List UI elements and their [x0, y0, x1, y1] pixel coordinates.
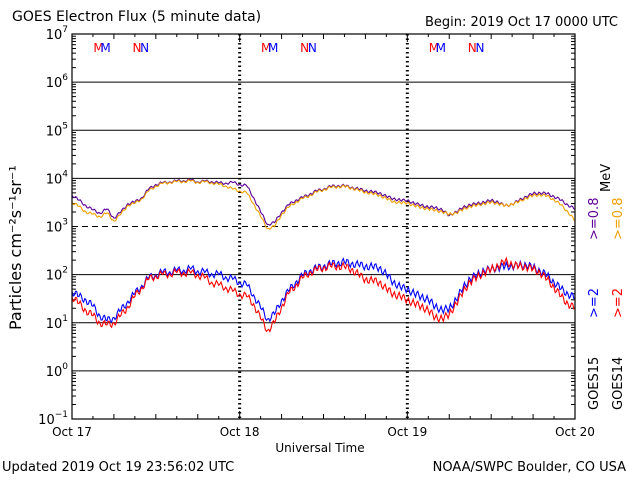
- series-layer: [71, 178, 576, 333]
- begin-time: Begin: 2019 Oct 17 0000 UTC: [424, 15, 618, 30]
- y-tick-label: 103: [46, 218, 68, 236]
- y-tick-label: 106: [46, 73, 69, 91]
- marker-n: N: [140, 41, 149, 55]
- legend-goes15: GOES15: [587, 356, 602, 410]
- marker-m: M: [261, 41, 271, 55]
- marker-m: M: [429, 41, 439, 55]
- y-tick-label: 101: [46, 314, 68, 332]
- y-axis-label: Particles cm⁻²s⁻¹sr⁻¹: [6, 165, 25, 330]
- y-tick-labels: 107 106 105 104 103 102 101 100 10−1: [38, 25, 68, 428]
- legend-energy-2: >=2: [587, 287, 602, 318]
- legend-08-goes15: >=0.8: [587, 197, 602, 240]
- x-tick-label: Oct 18: [220, 425, 260, 439]
- y-tick-label: 100: [46, 362, 69, 380]
- marker-n: N: [308, 41, 317, 55]
- y-tick-label: 104: [46, 169, 69, 187]
- mn-markers: MM NN MM NN MM NN: [93, 41, 484, 55]
- legend-energy-08b: >=0.8: [611, 197, 626, 240]
- marker-m: M: [268, 41, 278, 55]
- legend-mev: MeV: [599, 163, 614, 192]
- x-axis-label: Universal Time: [275, 441, 365, 455]
- series-goes14_08mev: [71, 178, 576, 231]
- legend-goes14-text: GOES14: [611, 356, 626, 410]
- y-tick-label: 107: [46, 25, 68, 43]
- marker-m: M: [436, 41, 446, 55]
- legend-08-goes14: >=0.8: [611, 197, 626, 240]
- x-tick-labels: Oct 17 Oct 18 Oct 19 Oct 20: [52, 425, 595, 439]
- legend-goes14: GOES14: [611, 356, 626, 410]
- marker-n: N: [475, 41, 484, 55]
- grid-lines: [72, 35, 575, 406]
- plot-frame: [71, 33, 576, 420]
- chart-title: GOES Electron Flux (5 minute data): [12, 9, 262, 25]
- legend-energy-08: >=0.8: [587, 197, 602, 240]
- series-goes15_08mev: [71, 178, 576, 227]
- marker-m: M: [100, 41, 110, 55]
- y-axis-label-text: Particles cm⁻²s⁻¹sr⁻¹: [6, 165, 25, 330]
- series-goes14_2mev: [71, 256, 576, 333]
- x-tick-label: Oct 20: [555, 425, 595, 439]
- legend-energy-2b: >=2: [611, 287, 626, 318]
- y-tick-label: 102: [46, 266, 68, 284]
- x-tick-label: Oct 17: [52, 425, 92, 439]
- legend-mev-text: MeV: [599, 163, 614, 192]
- marker-n: N: [300, 41, 309, 55]
- x-tick-label: Oct 19: [387, 425, 427, 439]
- updated-timestamp: Updated 2019 Oct 19 23:56:02 UTC: [2, 460, 235, 475]
- legend-goes15-text: GOES15: [587, 356, 602, 410]
- legend-2-goes14: >=2: [611, 287, 626, 318]
- marker-m: M: [93, 41, 103, 55]
- y-tick-label: 10−1: [38, 410, 68, 428]
- credit-text: NOAA/SWPC Boulder, CO USA: [432, 460, 626, 475]
- legend-2-goes15: >=2: [587, 287, 602, 318]
- y-tick-label: 105: [46, 121, 68, 139]
- marker-n: N: [132, 41, 141, 55]
- marker-n: N: [468, 41, 477, 55]
